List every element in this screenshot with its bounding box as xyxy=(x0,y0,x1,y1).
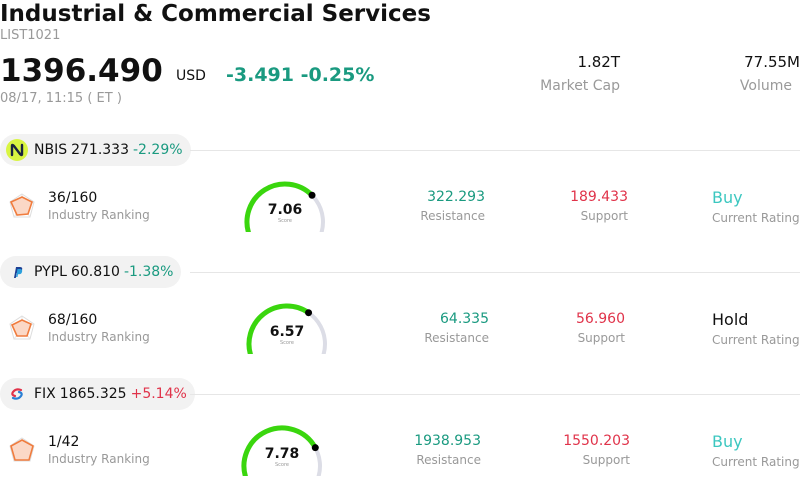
current-rating-label: Current Rating xyxy=(712,333,800,347)
gauge-marker xyxy=(305,309,313,317)
stock-symbol: FIX xyxy=(34,386,56,402)
timestamp: 08/17, 11:15 ( ET ) xyxy=(0,91,122,106)
current-rating-label: Current Rating xyxy=(712,455,800,469)
currency-label: USD xyxy=(176,68,206,84)
score-label: Score xyxy=(278,218,292,224)
resistance-label: Resistance xyxy=(420,209,485,223)
gauge-marker xyxy=(308,191,316,199)
industry-rank-value: 36/160 xyxy=(48,190,98,206)
support-value: 56.960 xyxy=(576,311,625,327)
volume-value: 77.55M xyxy=(744,53,800,71)
current-rating-value: Buy xyxy=(712,432,743,451)
gauge-fill xyxy=(246,303,312,354)
volume-label: Volume xyxy=(739,78,792,94)
support-value: 1550.203 xyxy=(563,433,630,449)
gauge-fill xyxy=(241,425,318,476)
page-title: Industrial & Commercial Services xyxy=(0,1,431,27)
radar-chart-icon xyxy=(9,193,35,218)
market-cap-label: Market Cap xyxy=(540,78,620,94)
radar-chart-icon xyxy=(9,315,35,340)
index-code: LIST1021 xyxy=(0,28,61,43)
resistance-value: 64.335 xyxy=(440,311,489,327)
change-value: -3.491 xyxy=(226,64,294,86)
gauge-fill xyxy=(244,181,315,232)
market-cap-value: 1.82T xyxy=(577,53,620,71)
paypal-logo-icon xyxy=(6,261,28,283)
price-change: -3.491 -0.25% xyxy=(226,64,374,86)
current-rating-value: Buy xyxy=(712,188,743,207)
industry-rank-label: Industry Ranking xyxy=(48,452,150,466)
resistance-value: 322.293 xyxy=(427,189,485,205)
support-value: 189.433 xyxy=(570,189,628,205)
stock-pill-fix[interactable]: FIX 1865.325 +5.14% xyxy=(0,378,195,410)
score-gauge: 6.57 Score xyxy=(246,303,327,354)
score-label: Score xyxy=(275,462,289,468)
stock-symbol: NBIS xyxy=(34,142,68,158)
stock-change: +5.14% xyxy=(130,386,187,402)
score-gauge: 7.06 Score xyxy=(244,181,325,232)
stock-change: -1.38% xyxy=(123,264,174,280)
support-label: Support xyxy=(582,453,630,467)
stock-pill-nbis[interactable]: NBIS 271.333 -2.29% xyxy=(0,134,191,166)
score-value: 7.78 xyxy=(265,446,300,462)
industry-rank-value: 68/160 xyxy=(48,312,98,328)
section-divider xyxy=(190,394,800,395)
section-divider xyxy=(190,150,800,151)
resistance-label: Resistance xyxy=(424,331,489,345)
stock-symbol: PYPL xyxy=(34,264,67,280)
score-label: Score xyxy=(280,340,294,346)
section-divider xyxy=(190,272,800,273)
radar-chart-icon xyxy=(9,437,35,462)
stock-price: 271.333 xyxy=(71,142,129,158)
industry-rank-value: 1/42 xyxy=(48,434,80,450)
support-label: Support xyxy=(577,331,625,345)
industry-rank-label: Industry Ranking xyxy=(48,330,150,344)
gauge-marker xyxy=(311,444,319,452)
stock-pill-pypl[interactable]: PYPL 60.810 -1.38% xyxy=(0,256,182,288)
support-label: Support xyxy=(580,209,628,223)
resistance-value: 1938.953 xyxy=(414,433,481,449)
index-price: 1396.490 xyxy=(0,53,163,89)
change-percent: -0.25% xyxy=(300,64,375,86)
stock-price: 1865.325 xyxy=(59,386,127,402)
nbis-logo-icon xyxy=(6,139,28,161)
stock-price: 60.810 xyxy=(70,264,120,280)
fix-logo-icon xyxy=(6,383,28,405)
score-value: 7.06 xyxy=(268,202,303,218)
score-value: 6.57 xyxy=(270,324,305,340)
industry-rank-label: Industry Ranking xyxy=(48,208,150,222)
current-rating-value: Hold xyxy=(712,310,749,329)
stock-change: -2.29% xyxy=(133,142,183,158)
resistance-label: Resistance xyxy=(416,453,481,467)
score-gauge: 7.78 Score xyxy=(241,425,322,476)
current-rating-label: Current Rating xyxy=(712,211,800,225)
